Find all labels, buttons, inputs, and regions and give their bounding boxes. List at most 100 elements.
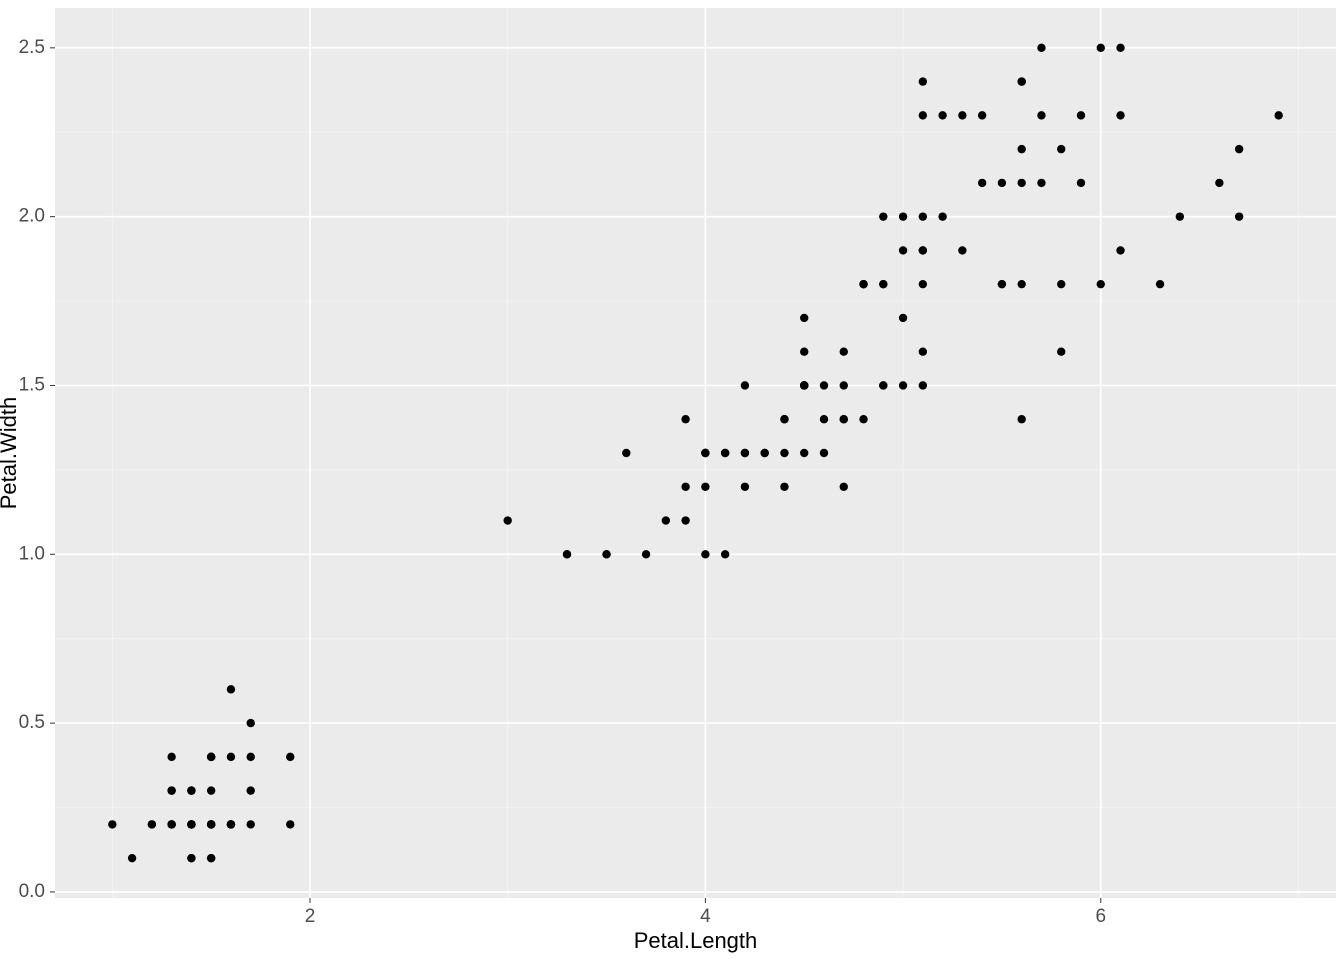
data-point — [899, 212, 907, 220]
data-point — [247, 719, 255, 727]
data-point — [820, 449, 828, 457]
data-point — [820, 381, 828, 389]
data-point — [642, 550, 650, 558]
data-point — [840, 415, 848, 423]
data-point — [227, 685, 235, 693]
data-point — [207, 786, 215, 794]
data-point — [1097, 280, 1105, 288]
data-point — [1037, 179, 1045, 187]
data-point — [563, 550, 571, 558]
data-point — [859, 280, 867, 288]
data-point — [681, 516, 689, 524]
x-tick-label: 2 — [305, 906, 316, 927]
data-point — [1037, 111, 1045, 119]
data-point — [1017, 145, 1025, 153]
data-point — [1037, 44, 1045, 52]
scatter-chart: 2460.00.51.01.52.02.5Petal.LengthPetal.W… — [0, 0, 1344, 960]
data-point — [958, 111, 966, 119]
data-point — [503, 516, 511, 524]
data-point — [760, 449, 768, 457]
data-point — [800, 381, 808, 389]
data-point — [247, 753, 255, 761]
data-point — [741, 483, 749, 491]
data-point — [800, 348, 808, 356]
data-point — [1077, 179, 1085, 187]
plot-panel — [55, 8, 1336, 898]
data-point — [780, 483, 788, 491]
data-point — [207, 753, 215, 761]
data-point — [602, 550, 610, 558]
data-point — [1156, 280, 1164, 288]
data-point — [840, 348, 848, 356]
data-point — [919, 246, 927, 254]
data-point — [938, 212, 946, 220]
data-point — [919, 77, 927, 85]
data-point — [899, 381, 907, 389]
data-point — [899, 314, 907, 322]
data-point — [721, 550, 729, 558]
data-point — [958, 246, 966, 254]
data-point — [1057, 348, 1065, 356]
data-point — [701, 550, 709, 558]
data-point — [840, 483, 848, 491]
data-point — [879, 381, 887, 389]
chart-svg: 2460.00.51.01.52.02.5Petal.LengthPetal.W… — [0, 0, 1344, 960]
x-tick-label: 6 — [1095, 906, 1106, 927]
data-point — [919, 280, 927, 288]
y-tick-label: 1.5 — [19, 374, 45, 395]
data-point — [721, 449, 729, 457]
data-point — [148, 820, 156, 828]
data-point — [1116, 111, 1124, 119]
data-point — [978, 179, 986, 187]
data-point — [859, 415, 867, 423]
data-point — [1057, 145, 1065, 153]
y-tick-label: 2.5 — [19, 37, 45, 58]
data-point — [128, 854, 136, 862]
data-point — [780, 415, 788, 423]
data-point — [1116, 246, 1124, 254]
data-point — [207, 820, 215, 828]
data-point — [1057, 280, 1065, 288]
data-point — [938, 111, 946, 119]
data-point — [701, 483, 709, 491]
y-tick-label: 1.0 — [19, 543, 45, 564]
data-point — [187, 786, 195, 794]
x-tick-label: 4 — [700, 906, 711, 927]
data-point — [800, 314, 808, 322]
data-point — [167, 820, 175, 828]
data-point — [247, 786, 255, 794]
data-point — [286, 753, 294, 761]
data-point — [998, 280, 1006, 288]
y-axis-title: Petal.Width — [0, 397, 21, 510]
data-point — [227, 820, 235, 828]
data-point — [286, 820, 294, 828]
data-point — [820, 415, 828, 423]
data-point — [1097, 44, 1105, 52]
data-point — [167, 753, 175, 761]
data-point — [187, 854, 195, 862]
data-point — [1235, 145, 1243, 153]
data-point — [681, 483, 689, 491]
data-point — [840, 381, 848, 389]
data-point — [1215, 179, 1223, 187]
data-point — [879, 280, 887, 288]
data-point — [207, 854, 215, 862]
data-point — [919, 111, 927, 119]
data-point — [622, 449, 630, 457]
data-point — [1235, 212, 1243, 220]
data-point — [1274, 111, 1282, 119]
data-point — [662, 516, 670, 524]
data-point — [1176, 212, 1184, 220]
data-point — [780, 449, 788, 457]
data-point — [227, 753, 235, 761]
data-point — [167, 786, 175, 794]
y-tick-label: 2.0 — [19, 206, 45, 227]
data-point — [800, 449, 808, 457]
data-point — [919, 381, 927, 389]
data-point — [701, 449, 709, 457]
data-point — [1116, 44, 1124, 52]
data-point — [108, 820, 116, 828]
data-point — [187, 820, 195, 828]
data-point — [899, 246, 907, 254]
data-point — [978, 111, 986, 119]
